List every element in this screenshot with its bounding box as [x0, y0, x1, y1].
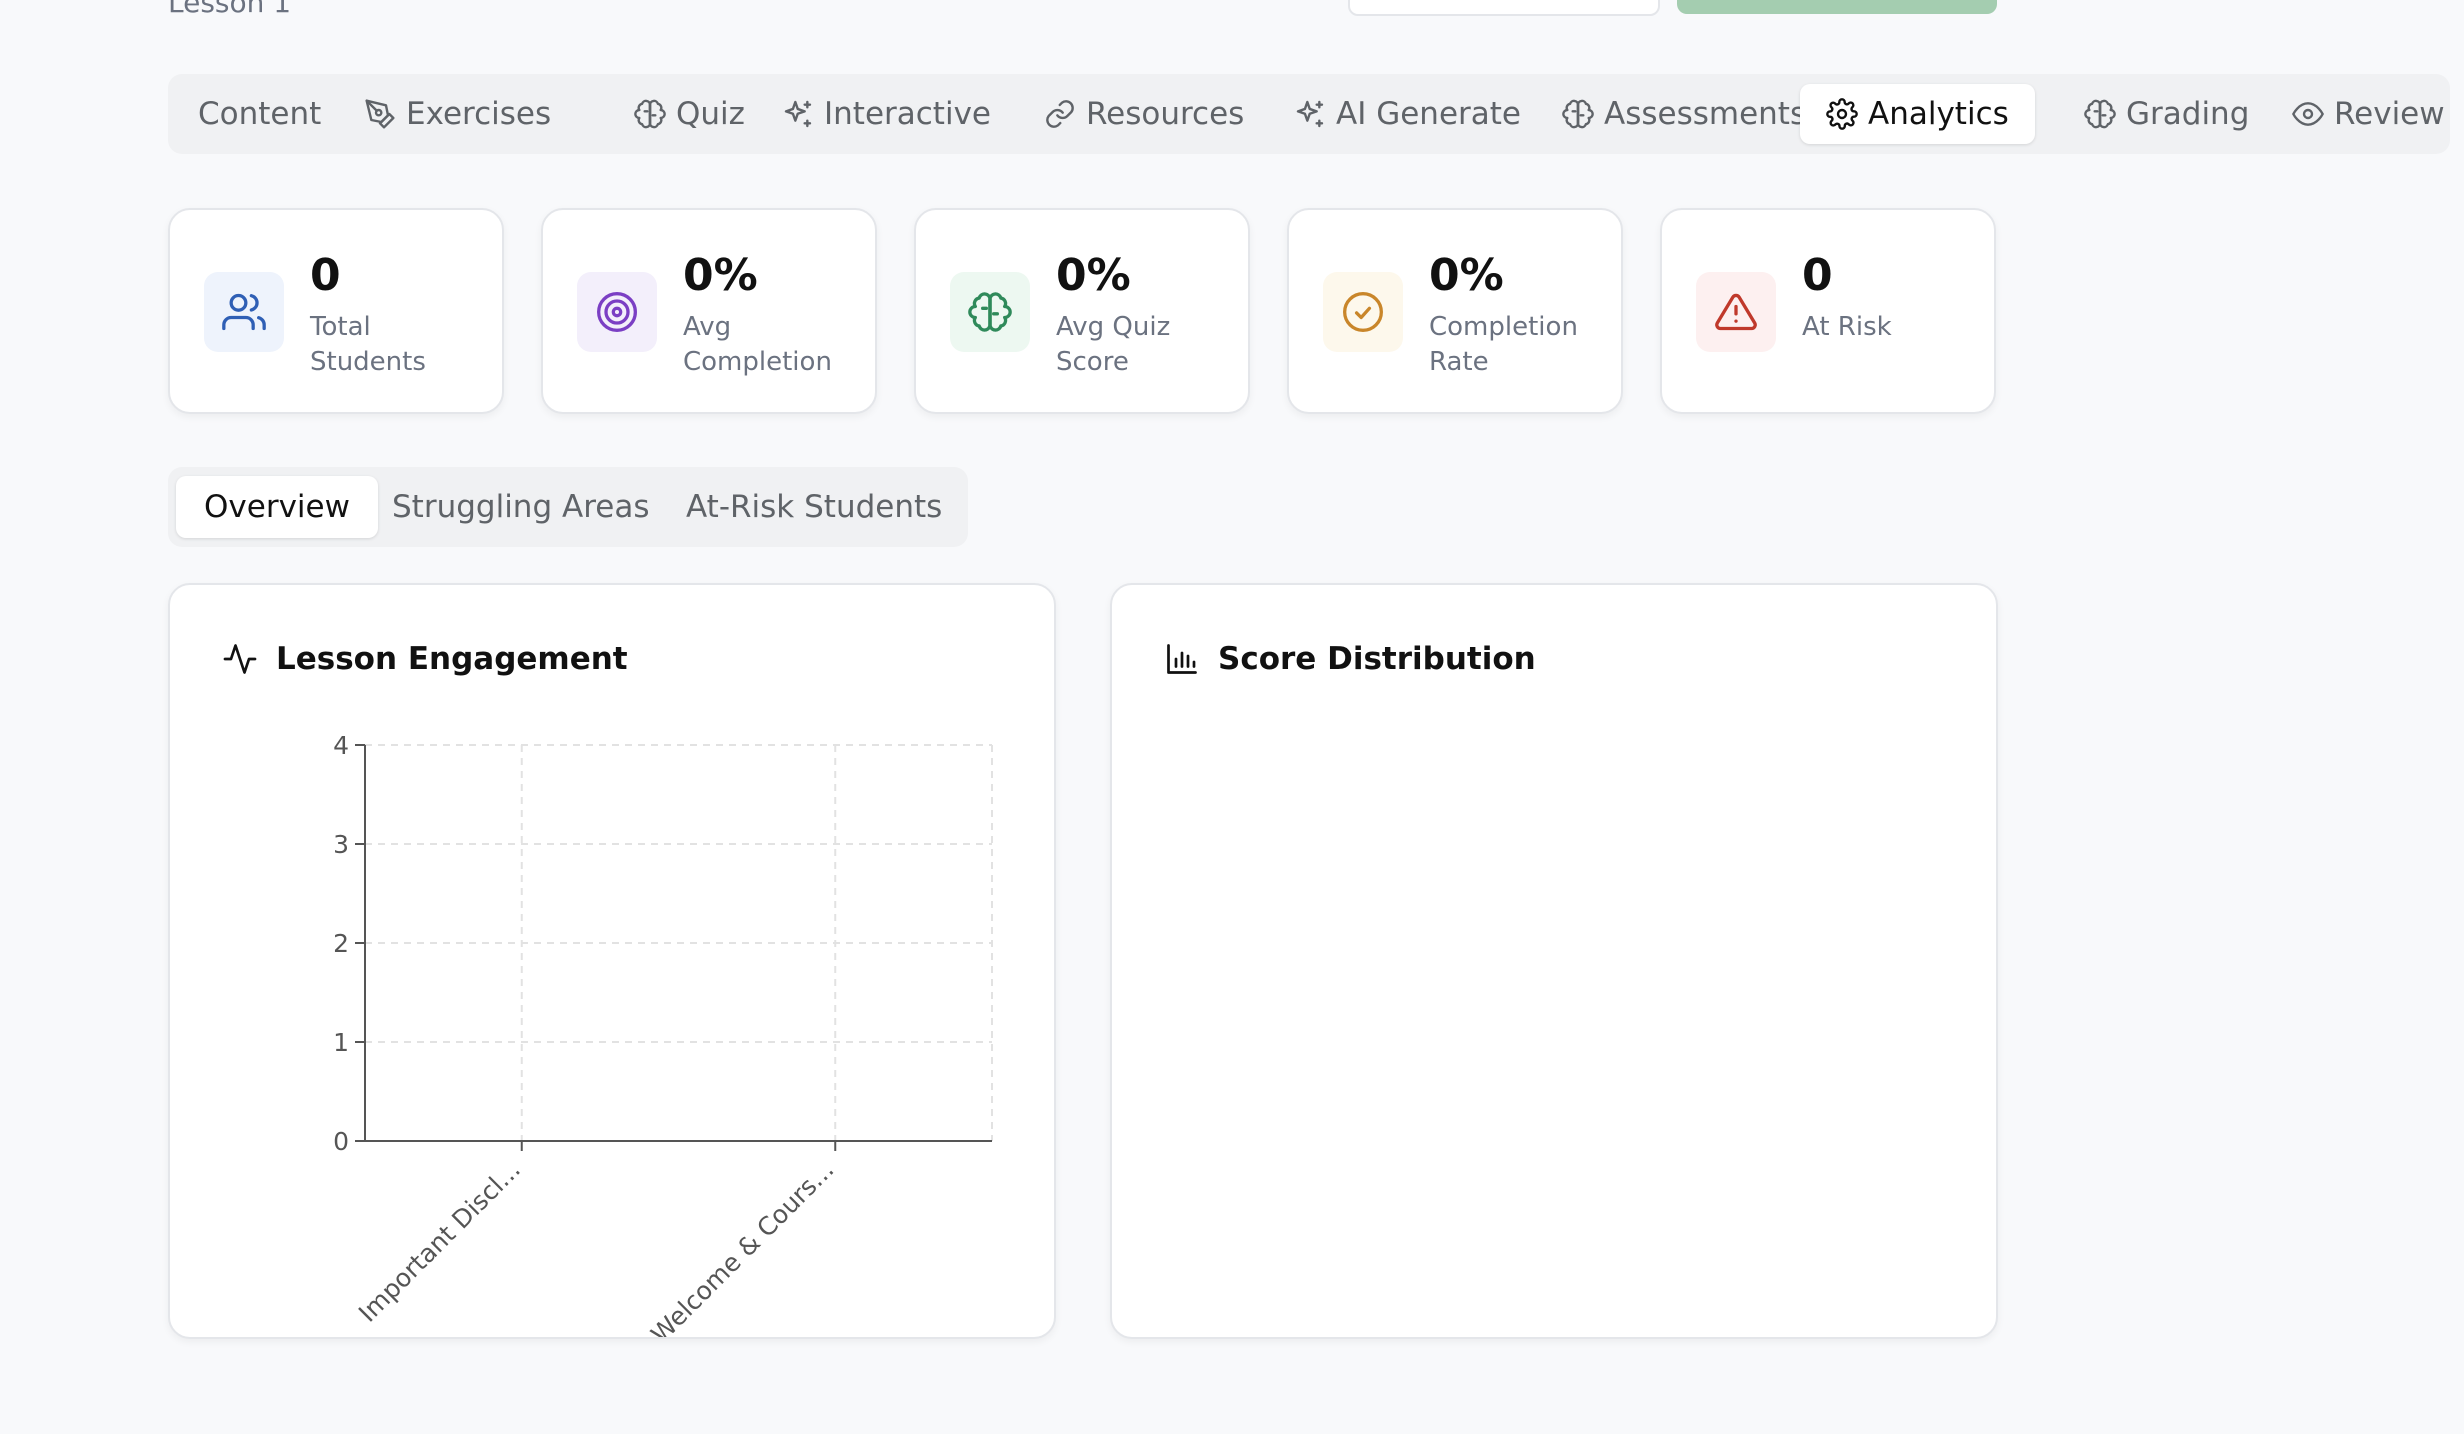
- tab-assessments[interactable]: Assessments: [1536, 84, 1832, 144]
- stat-card-avg-quiz-score: 0% Avg Quiz Score: [914, 208, 1250, 414]
- gear-icon: [1826, 98, 1858, 130]
- x-tick-label: Important Discl...: [353, 1155, 526, 1328]
- stat-value: 0%: [683, 250, 758, 301]
- x-tick-label: Welcome & Cours...: [645, 1155, 839, 1337]
- sparkles-icon: [1296, 100, 1324, 128]
- y-tick-label: 3: [333, 830, 349, 859]
- lesson-tab-bar: Content Exercises Quiz Interactive Resou…: [168, 74, 2450, 154]
- tab-label: Exercises: [406, 96, 552, 132]
- stat-value: 0: [310, 250, 341, 301]
- subtab-struggling-areas[interactable]: Struggling Areas: [392, 489, 650, 525]
- stat-value: 0%: [1429, 250, 1504, 301]
- stat-label: At Risk: [1802, 312, 1892, 342]
- pen-tool-icon: [365, 99, 395, 129]
- stat-label: Total Students: [310, 312, 426, 377]
- stat-label: Avg Completion: [683, 312, 832, 377]
- tab-label: Quiz: [676, 96, 745, 132]
- tab-label: Grading: [2126, 96, 2250, 132]
- stat-card-total-students: 0 Total Students: [168, 208, 504, 414]
- brain-icon: [950, 272, 1030, 352]
- secondary-action-button[interactable]: [1348, 0, 1660, 16]
- tab-interactive[interactable]: Interactive: [756, 84, 1017, 144]
- sparkles-icon: [784, 100, 812, 128]
- tab-label: AI Generate: [1336, 96, 1521, 132]
- stat-card-at-risk: 0 At Risk: [1660, 208, 1996, 414]
- y-tick-label: 2: [333, 929, 349, 958]
- subtab-at-risk-students[interactable]: At-Risk Students: [686, 489, 943, 525]
- tab-label: Resources: [1086, 96, 1245, 132]
- stat-value: 0: [1802, 250, 1833, 301]
- y-tick-label: 0: [333, 1127, 349, 1156]
- tab-exercises[interactable]: Exercises: [338, 84, 577, 144]
- bar-chart-icon: [1167, 644, 1197, 674]
- y-tick-label: 4: [333, 731, 349, 760]
- score-distribution-panel: Score Distribution: [1110, 583, 1998, 1339]
- panel-title: Score Distribution: [1164, 641, 1536, 677]
- brain-icon: [2084, 99, 2116, 129]
- panel-title: Lesson Engagement: [222, 641, 628, 677]
- tab-ai-generate[interactable]: AI Generate: [1268, 84, 1547, 144]
- users-icon: [204, 272, 284, 352]
- tab-label: Assessments: [1604, 96, 1807, 132]
- tab-content[interactable]: Content: [172, 84, 347, 144]
- brain-icon: [634, 99, 666, 129]
- tab-label: Content: [198, 96, 322, 132]
- tab-analytics[interactable]: Analytics: [1800, 84, 2035, 144]
- primary-action-button[interactable]: [1677, 0, 1997, 14]
- panel-title-text: Lesson Engagement: [276, 641, 628, 677]
- tab-label: Review: [2334, 96, 2445, 132]
- stat-card-completion-rate: 0% Completion Rate: [1287, 208, 1623, 414]
- stat-card-avg-completion: 0% Avg Completion: [541, 208, 877, 414]
- alert-triangle-icon: [1696, 272, 1776, 352]
- tab-label: Analytics: [1868, 96, 2009, 132]
- stat-label: Completion Rate: [1429, 312, 1578, 377]
- link-icon: [1046, 100, 1074, 128]
- tab-resources[interactable]: Resources: [1018, 84, 1270, 144]
- tab-label: Interactive: [824, 96, 991, 132]
- stat-value: 0%: [1056, 250, 1131, 301]
- stat-label: Avg Quiz Score: [1056, 312, 1171, 377]
- lesson-engagement-panel: 0 1 2 3 4 Important Discl... Welcome & Cours..…: [168, 583, 1056, 1339]
- target-icon: [577, 272, 657, 352]
- eye-icon: [2292, 102, 2324, 126]
- tab-review[interactable]: Review: [2266, 84, 2464, 144]
- lesson-engagement-chart: 0 1 2 3 4 Important Discl... Welcome & Cours..…: [333, 731, 993, 1337]
- subtab-overview[interactable]: Overview: [176, 476, 378, 538]
- y-tick-label: 1: [333, 1028, 349, 1057]
- tab-quiz[interactable]: Quiz: [608, 84, 771, 144]
- analytics-subtab-bar: Overview Struggling Areas At-Risk Studen…: [168, 467, 968, 547]
- activity-icon: [223, 644, 257, 674]
- check-circle-icon: [1323, 272, 1403, 352]
- brain-icon: [1562, 99, 1594, 129]
- tab-grading[interactable]: Grading: [2058, 84, 2275, 144]
- lesson-label: Lesson 1: [168, 0, 292, 19]
- panel-title-text: Score Distribution: [1218, 641, 1536, 677]
